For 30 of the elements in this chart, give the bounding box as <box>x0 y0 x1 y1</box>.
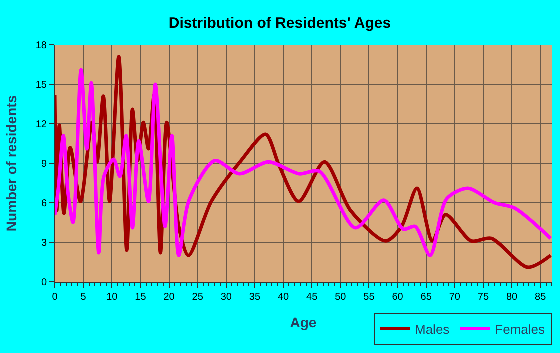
chart-title: Distribution of Residents' Ages <box>168 15 392 32</box>
x-tick-label: 70 <box>449 292 461 303</box>
y-tick-label: 12 <box>36 120 48 130</box>
x-tick-label: 50 <box>335 292 347 303</box>
y-tick-label: 18 <box>36 40 48 52</box>
x-tick-label: 0 <box>52 292 58 303</box>
x-tick-label: 20 <box>164 292 176 303</box>
y-axis-title: Number of residents <box>3 95 20 232</box>
x-tick-label: 75 <box>478 292 490 303</box>
y-tick-label: 6 <box>41 198 48 210</box>
y-tick-label: 9 <box>41 159 48 170</box>
x-tick-label: 60 <box>392 292 404 303</box>
y-tick-label: 0 <box>41 278 48 288</box>
x-tick-label: 10 <box>106 292 118 303</box>
y-tick-label: 15 <box>36 80 48 91</box>
x-axis-title: Age <box>290 314 317 330</box>
legend-label: Females <box>495 322 546 337</box>
x-tick-label: 25 <box>192 292 204 303</box>
legend-label: Males <box>415 322 450 337</box>
y-tick-label: 3 <box>41 238 48 249</box>
x-tick-label: 5 <box>80 292 87 303</box>
x-tick-label: 15 <box>135 292 147 303</box>
x-tick-label: 30 <box>220 292 232 303</box>
x-tick-label: 40 <box>278 292 290 303</box>
x-tick-label: 80 <box>506 292 518 303</box>
x-tick-label: 45 <box>306 292 318 303</box>
x-tick-label: 85 <box>535 292 547 303</box>
x-tick-label: 35 <box>249 292 261 303</box>
x-tick-label: 65 <box>420 292 432 303</box>
x-tick-label: 55 <box>364 292 376 303</box>
